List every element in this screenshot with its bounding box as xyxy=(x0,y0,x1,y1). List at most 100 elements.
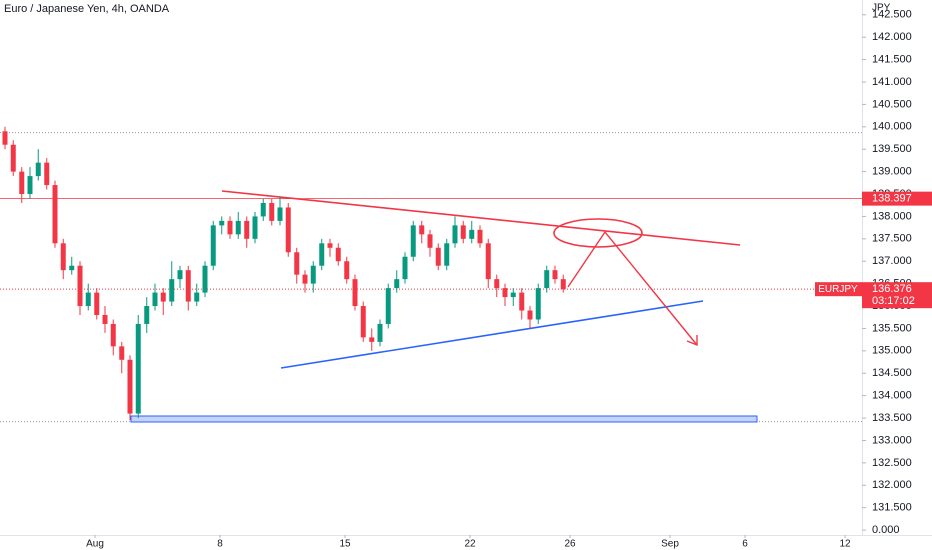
candle-body xyxy=(119,346,125,360)
candle-body xyxy=(160,292,166,302)
candle-body xyxy=(35,162,41,177)
candle-body xyxy=(352,279,358,307)
candle-body xyxy=(402,256,408,280)
y-tick-label: 139.000 xyxy=(872,166,912,178)
candle-body xyxy=(110,323,116,347)
candle-body xyxy=(194,292,200,302)
candle-body xyxy=(44,162,50,186)
candle-body xyxy=(294,252,300,275)
candle-body xyxy=(552,270,558,280)
candle-body xyxy=(369,337,375,342)
highlight-ellipse xyxy=(553,218,643,248)
candle-body xyxy=(127,359,133,414)
candle-body xyxy=(385,288,391,324)
candle-body xyxy=(410,225,416,257)
price-line-box xyxy=(862,191,932,206)
candle-body xyxy=(219,220,225,226)
y-tick-label: 142.000 xyxy=(872,31,912,43)
candle-body xyxy=(285,207,291,253)
y-tick-label: 138.000 xyxy=(872,210,912,222)
under-layer xyxy=(0,132,862,423)
candle-body xyxy=(527,310,533,320)
y-tick-label: 135.500 xyxy=(872,322,912,334)
candle-body xyxy=(52,185,58,244)
candle-body xyxy=(319,243,325,266)
candle-body xyxy=(102,314,108,324)
candle-body xyxy=(377,323,383,342)
candle-body xyxy=(202,265,208,293)
candle-body xyxy=(327,243,333,248)
candle-body xyxy=(210,225,216,266)
candle-body xyxy=(469,229,475,239)
candle-body xyxy=(544,270,550,289)
candle-body xyxy=(435,247,441,266)
candle-body xyxy=(169,279,175,302)
candle-body xyxy=(252,216,258,239)
support-zone xyxy=(130,415,758,423)
candle-body xyxy=(227,220,233,235)
candle-body xyxy=(269,202,275,221)
y-tick-label: 134.000 xyxy=(872,390,912,402)
symbol-label: EURJPY xyxy=(818,284,858,295)
candle-body xyxy=(494,279,500,289)
candle-body xyxy=(177,270,183,280)
candle-body xyxy=(460,225,466,239)
candle-body xyxy=(277,207,283,221)
candle-body xyxy=(235,220,241,235)
candle-body xyxy=(360,306,366,338)
x-tick-label: 26 xyxy=(564,539,576,550)
candle-body xyxy=(152,292,158,307)
y-tick-label: 137.500 xyxy=(872,233,912,245)
y-axis-label: JPY xyxy=(872,3,891,14)
x-tick-label: 15 xyxy=(339,539,351,550)
drawings xyxy=(130,190,758,423)
symbol-box xyxy=(815,282,862,297)
candle-body xyxy=(560,279,566,290)
y-tick-label: 140.500 xyxy=(872,98,912,110)
candle-body xyxy=(135,323,141,414)
candle-body xyxy=(77,265,83,307)
y-tick-label: 135.000 xyxy=(872,345,912,357)
candle-body xyxy=(344,261,350,280)
y-tick-label: 137.000 xyxy=(872,255,912,267)
candle-body xyxy=(510,292,516,298)
y-tick-label: 141.500 xyxy=(872,54,912,66)
y-tick-label: 132.000 xyxy=(872,479,912,491)
y-tick-label: 141.000 xyxy=(872,76,912,88)
x-tick-label: 8 xyxy=(217,539,223,550)
candle-body xyxy=(85,292,91,307)
candle-body xyxy=(419,225,425,235)
candle-body xyxy=(2,131,8,145)
y-tick-label: 134.500 xyxy=(872,367,912,379)
support-trendline xyxy=(280,300,704,369)
candle-body xyxy=(260,202,266,217)
last-price-box xyxy=(862,282,932,309)
resistance-trendline xyxy=(221,190,741,246)
candle-body xyxy=(535,288,541,320)
candle-body xyxy=(335,247,341,262)
candle-body xyxy=(94,292,100,315)
price-line-label: 138.397 xyxy=(872,193,912,205)
candle-body xyxy=(427,234,433,248)
candle-body xyxy=(519,292,525,311)
candle-body xyxy=(310,265,316,284)
y-tick-label: 131.500 xyxy=(872,502,912,514)
candle-body xyxy=(452,225,458,244)
candle-body xyxy=(144,306,150,324)
candle-body xyxy=(244,220,250,239)
candle-body xyxy=(485,243,491,280)
last-price-label: 136.376 xyxy=(872,283,912,295)
chart-title: Euro / Japanese Yen, 4h, OANDA xyxy=(4,3,170,15)
arrow-head xyxy=(686,335,698,347)
x-tick-label: 22 xyxy=(464,539,476,550)
y-tick-label: 139.500 xyxy=(872,143,912,155)
candle-body xyxy=(444,243,450,266)
candle-body xyxy=(477,229,483,244)
candle-body xyxy=(60,243,66,271)
x-tick-label: Aug xyxy=(86,539,104,550)
y-tick-label: 142.500 xyxy=(872,9,912,21)
y-tick-label: 133.000 xyxy=(872,434,912,446)
